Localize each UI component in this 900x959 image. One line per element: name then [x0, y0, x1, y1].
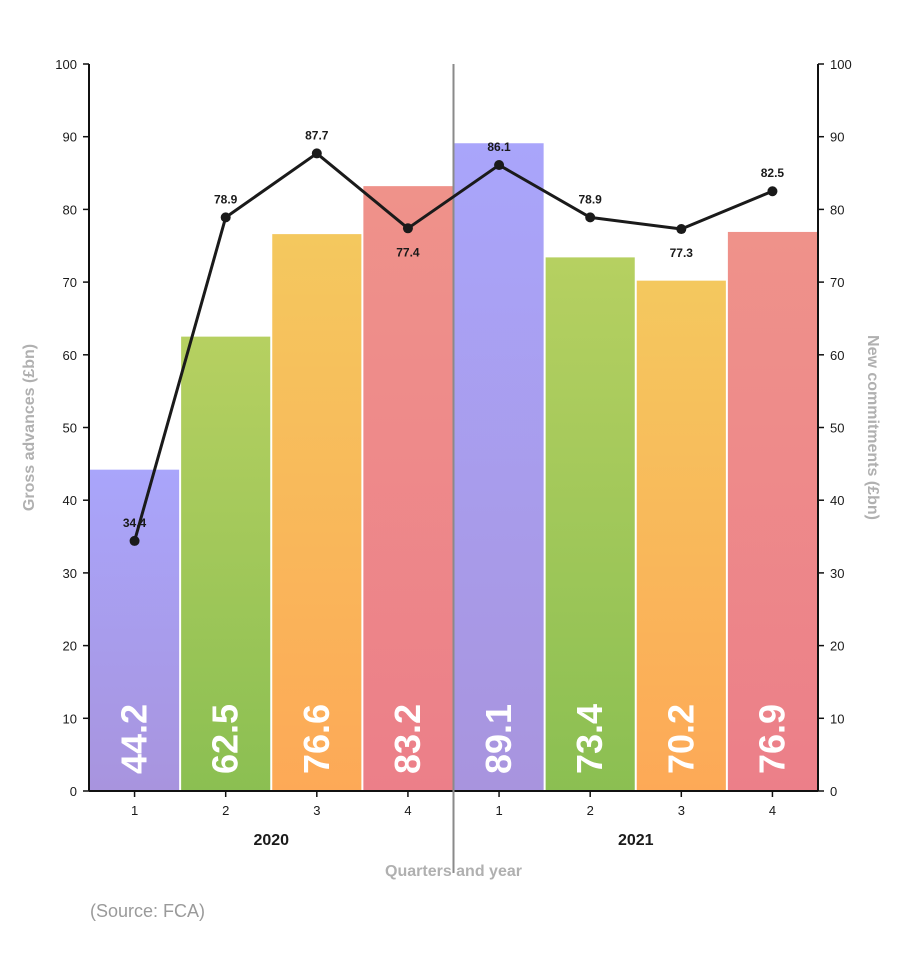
labels-layer: 44.2 62.5 76.6 83.2 89.1 73.4 70.2 76.9 34.4 78.9…: [114, 128, 793, 774]
x-tick-label: 3: [313, 803, 320, 818]
bar-value-label: 89.1: [478, 704, 519, 774]
x-tick-label: 3: [678, 803, 685, 818]
left-tick-label: 60: [63, 348, 77, 363]
left-tick-label: 40: [63, 493, 77, 508]
right-tick-label: 100: [830, 57, 852, 72]
year-label: 2020: [253, 832, 289, 849]
commitments-point: [402, 223, 413, 234]
commitments-point-label: 82.5: [761, 166, 785, 180]
bar: [181, 336, 271, 791]
commitments-point-label: 86.1: [487, 140, 511, 154]
bar-value-label: 44.2: [114, 704, 155, 774]
bar-value-label: 76.6: [296, 704, 337, 774]
commitments-point-label: 87.7: [305, 128, 329, 142]
x-tick-label: 2: [587, 803, 594, 818]
bar-value-label: 83.2: [387, 704, 428, 774]
commitments-point-label: 77.4: [396, 245, 420, 259]
right-tick-label: 90: [830, 130, 844, 145]
bar: [363, 186, 453, 792]
y-axis-title: Gross advances (£bn): [21, 344, 38, 511]
bar: [636, 280, 726, 791]
commitments-point: [767, 186, 778, 197]
commitments-point: [220, 212, 231, 223]
left-tick-label: 100: [55, 57, 77, 72]
commitments-point-label: 78.9: [214, 192, 238, 206]
x-axis-title: Quarters and year: [385, 863, 522, 880]
x-tick-label: 4: [404, 803, 411, 818]
bar: [89, 469, 180, 791]
right-tick-label: 50: [830, 421, 844, 436]
commitments-point: [676, 224, 687, 235]
left-tick-label: 10: [63, 711, 77, 726]
left-tick-label: 80: [63, 202, 77, 217]
left-tick-label: 70: [63, 275, 77, 290]
bar: [454, 143, 544, 792]
x-tick-label: 1: [495, 803, 502, 818]
commitments-point: [129, 535, 140, 546]
bar-value-label: 76.9: [751, 704, 792, 774]
bar-value-label: 62.5: [205, 704, 246, 774]
commitments-point: [311, 148, 322, 159]
x-tick-label: 4: [769, 803, 776, 818]
bars-layer: [89, 143, 817, 792]
right-tick-label: 20: [830, 639, 844, 654]
right-tick-label: 80: [830, 202, 844, 217]
y2-axis-title: New commitments (£bn): [864, 335, 881, 520]
left-tick-label: 20: [63, 639, 77, 654]
x-tick-label: 1: [131, 803, 138, 818]
commitments-point: [585, 212, 596, 223]
bar: [272, 234, 362, 792]
bar: [727, 231, 817, 791]
right-tick-label: 30: [830, 566, 844, 581]
bar-value-label: 73.4: [569, 704, 610, 774]
left-tick-label: 90: [63, 130, 77, 145]
commitments-point: [494, 160, 505, 171]
bar-value-label: 70.2: [660, 704, 701, 774]
year-label: 2021: [618, 832, 654, 849]
left-tick-label: 50: [63, 421, 77, 436]
right-tick-label: 40: [830, 493, 844, 508]
commitments-point-label: 34.4: [123, 516, 147, 530]
commitments-point-label: 78.9: [579, 192, 603, 206]
commitments-point-label: 77.3: [670, 246, 694, 260]
left-tick-label: 0: [70, 784, 77, 799]
source-note: (Source: FCA): [90, 901, 206, 921]
right-tick-label: 60: [830, 348, 844, 363]
left-tick-label: 30: [63, 566, 77, 581]
right-tick-label: 10: [830, 711, 844, 726]
line-layer: [129, 148, 778, 546]
x-tick-label: 2: [222, 803, 229, 818]
right-tick-label: 70: [830, 275, 844, 290]
bar: [545, 257, 635, 792]
right-tick-label: 0: [830, 784, 837, 799]
commitments-line: [133, 151, 774, 542]
